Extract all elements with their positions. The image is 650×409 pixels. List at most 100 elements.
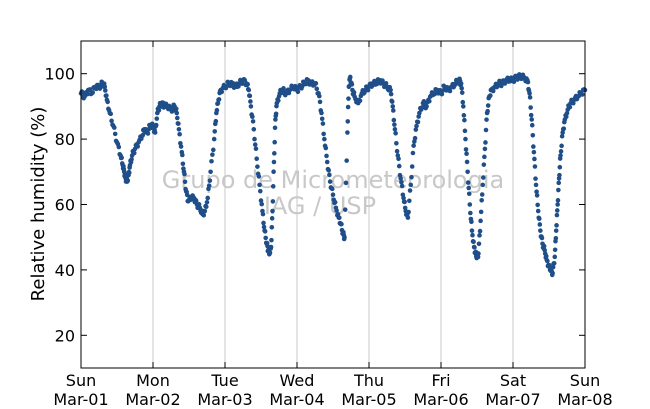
data-point xyxy=(116,144,122,150)
x-tick-date-label: Mar-07 xyxy=(485,390,540,409)
data-point xyxy=(468,210,473,216)
x-tick-date-label: Mar-02 xyxy=(125,390,180,409)
data-point xyxy=(391,117,397,123)
data-point xyxy=(153,122,159,128)
data-point xyxy=(105,99,110,105)
x-tick-date-label: Mar-08 xyxy=(557,390,612,409)
y-tick-label: 100 xyxy=(44,65,75,84)
data-point xyxy=(343,180,349,186)
data-point xyxy=(475,254,481,260)
data-point xyxy=(557,164,563,170)
data-point xyxy=(202,208,208,214)
data-point xyxy=(324,153,329,159)
data-point xyxy=(394,148,400,154)
data-point xyxy=(332,199,338,205)
data-point xyxy=(252,136,257,142)
x-tick-day-label: Thu xyxy=(353,371,384,390)
data-point xyxy=(532,164,538,169)
data-point xyxy=(206,183,212,189)
data-point xyxy=(322,136,327,142)
data-point xyxy=(394,140,399,146)
x-tick-date-label: Mar-01 xyxy=(53,390,108,409)
data-point xyxy=(210,152,215,157)
data-point xyxy=(479,197,484,203)
data-point xyxy=(337,215,342,221)
data-point xyxy=(213,118,219,124)
data-point xyxy=(131,150,137,156)
data-point xyxy=(481,162,487,167)
data-point xyxy=(393,130,398,136)
data-point xyxy=(396,156,401,162)
data-point xyxy=(345,130,350,135)
data-point xyxy=(268,244,274,250)
data-point xyxy=(477,233,482,238)
data-point xyxy=(536,216,542,222)
data-point xyxy=(317,99,323,105)
data-point xyxy=(175,115,180,121)
data-points xyxy=(78,72,588,278)
data-point xyxy=(535,202,540,208)
data-point xyxy=(176,121,181,126)
data-point xyxy=(558,153,563,158)
data-point xyxy=(461,104,466,109)
data-point xyxy=(257,182,262,188)
data-point xyxy=(559,143,564,149)
data-point xyxy=(460,99,466,105)
data-point xyxy=(465,180,471,185)
data-point xyxy=(482,146,488,152)
data-point xyxy=(347,74,353,80)
data-point xyxy=(204,200,210,205)
data-point xyxy=(329,186,335,192)
data-point xyxy=(269,216,275,221)
data-point xyxy=(320,121,326,126)
data-point xyxy=(459,85,465,91)
data-point xyxy=(465,169,470,175)
data-point xyxy=(209,158,214,164)
data-point xyxy=(399,183,405,189)
data-point xyxy=(466,185,472,191)
data-point xyxy=(256,174,262,179)
data-point xyxy=(558,149,564,154)
data-point xyxy=(129,157,134,162)
x-tick-day-label: Fri xyxy=(431,371,450,390)
data-point xyxy=(480,182,486,188)
data-point xyxy=(414,123,419,129)
x-tick-day-label: Sun xyxy=(570,371,600,390)
data-point xyxy=(317,93,322,99)
data-point xyxy=(459,90,465,95)
data-point xyxy=(205,195,211,201)
data-point xyxy=(479,192,485,197)
data-point xyxy=(552,254,558,260)
data-point xyxy=(295,89,301,95)
data-point xyxy=(553,228,559,233)
data-point xyxy=(533,182,539,188)
data-point xyxy=(407,198,412,204)
data-point xyxy=(319,110,324,116)
data-point xyxy=(555,198,561,203)
data-point xyxy=(408,182,414,188)
data-point xyxy=(401,195,406,201)
data-point xyxy=(424,104,429,109)
x-tick-date-label: Mar-04 xyxy=(269,390,324,409)
data-point xyxy=(253,146,259,152)
data-point xyxy=(219,89,225,95)
data-point xyxy=(275,98,281,103)
data-point xyxy=(324,159,330,165)
data-point xyxy=(462,117,467,123)
data-point xyxy=(270,208,275,214)
data-point xyxy=(176,126,182,132)
data-point xyxy=(126,170,132,176)
data-point xyxy=(321,131,326,137)
data-point xyxy=(411,143,416,148)
data-point xyxy=(488,93,493,98)
data-point xyxy=(557,172,562,178)
data-point xyxy=(528,105,533,110)
data-point xyxy=(405,215,411,220)
data-point xyxy=(541,243,547,249)
data-point xyxy=(357,98,363,104)
x-tick-day-label: Tue xyxy=(210,371,238,390)
data-point xyxy=(208,169,213,175)
data-point xyxy=(323,145,329,151)
data-point xyxy=(342,234,347,240)
data-point xyxy=(342,207,348,212)
